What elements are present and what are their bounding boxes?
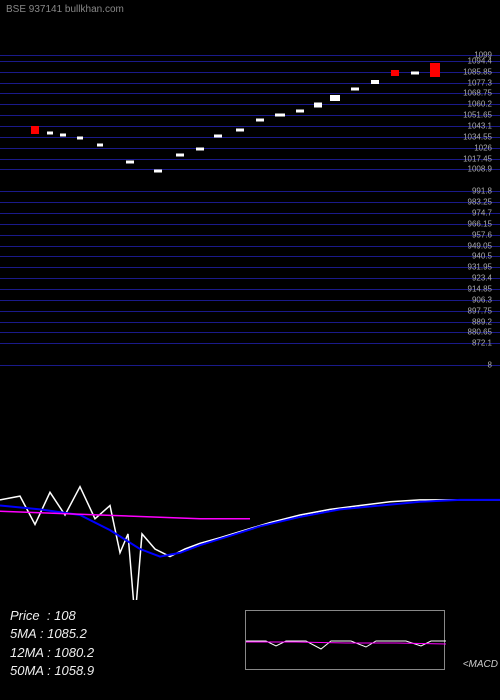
candle	[154, 169, 162, 172]
candle	[391, 70, 399, 76]
grid-label: 880.65	[468, 328, 492, 337]
grid-line	[0, 278, 500, 279]
grid-line	[0, 191, 500, 192]
candle	[176, 154, 184, 157]
candle	[97, 144, 103, 147]
candle	[351, 88, 359, 91]
stats-row: Price : 108	[10, 607, 94, 625]
grid-label: 8	[488, 361, 492, 370]
grid-line	[0, 93, 500, 94]
grid-line	[0, 365, 500, 366]
stats-row: 50MA : 1058.9	[10, 662, 94, 680]
grid-line	[0, 332, 500, 333]
candle	[256, 118, 264, 121]
candle	[236, 128, 244, 131]
candle	[31, 126, 39, 134]
grid-label: 991.8	[472, 187, 492, 196]
grid-label: 889.2	[472, 317, 492, 326]
macd-inset	[245, 610, 445, 670]
candle	[411, 71, 419, 74]
macd-svg	[246, 611, 446, 671]
candle	[47, 131, 53, 134]
grid-label: 1051.65	[463, 111, 492, 120]
candle	[126, 160, 134, 163]
grid-line	[0, 72, 500, 73]
candle	[77, 136, 83, 139]
candle	[296, 109, 304, 112]
grid-label: 1017.45	[463, 154, 492, 163]
grid-label: 949.05	[468, 241, 492, 250]
grid-line	[0, 343, 500, 344]
grid-label: 1060.2	[468, 100, 492, 109]
grid-line	[0, 213, 500, 214]
grid-label: 872.1	[472, 339, 492, 348]
grid-line	[0, 300, 500, 301]
chart-header: BSE 937141 bullkhan.com	[6, 4, 124, 15]
stats-row: 12MA : 1080.2	[10, 644, 94, 662]
grid-line	[0, 148, 500, 149]
grid-label: 914.85	[468, 284, 492, 293]
grid-line	[0, 115, 500, 116]
grid-line	[0, 235, 500, 236]
grid-label: 1068.75	[463, 89, 492, 98]
grid-label: 1085.85	[463, 67, 492, 76]
grid-label: 1077.3	[468, 78, 492, 87]
grid-label: 1094.4	[468, 56, 492, 65]
grid-line	[0, 61, 500, 62]
stats-row: 5MA : 1085.2	[10, 625, 94, 643]
grid-label: 906.3	[472, 295, 492, 304]
candle	[314, 102, 322, 107]
grid-line	[0, 137, 500, 138]
grid-label: 931.95	[468, 263, 492, 272]
grid-line	[0, 159, 500, 160]
grid-label: 974.7	[472, 208, 492, 217]
grid-line	[0, 289, 500, 290]
grid-line	[0, 202, 500, 203]
grid-line	[0, 256, 500, 257]
candle	[60, 134, 66, 137]
price-chart: 10991094.41085.851077.31068.751060.21051…	[0, 55, 500, 365]
grid-label: 1034.55	[463, 132, 492, 141]
grid-label: 957.6	[472, 230, 492, 239]
grid-line	[0, 224, 500, 225]
grid-label: 966.15	[468, 219, 492, 228]
ma-lines-svg	[0, 430, 500, 600]
grid-line	[0, 169, 500, 170]
candle	[430, 63, 440, 77]
grid-line	[0, 83, 500, 84]
grid-label: 897.75	[468, 306, 492, 315]
grid-line	[0, 267, 500, 268]
grid-line	[0, 246, 500, 247]
grid-line	[0, 104, 500, 105]
candle	[214, 135, 222, 138]
grid-line	[0, 126, 500, 127]
candle	[371, 80, 379, 84]
macd-label: <MACD	[463, 659, 498, 670]
candle	[330, 95, 340, 101]
grid-label: 923.4	[472, 274, 492, 283]
grid-line	[0, 311, 500, 312]
grid-label: 1008.9	[468, 165, 492, 174]
candle	[196, 148, 204, 151]
grid-line	[0, 55, 500, 56]
white-line	[0, 487, 500, 600]
grid-label: 1026	[474, 143, 492, 152]
stats-panel: Price : 1085MA : 1085.212MA : 1080.250MA…	[10, 607, 94, 680]
grid-label: 983.25	[468, 198, 492, 207]
macd-line	[246, 642, 446, 644]
grid-line	[0, 322, 500, 323]
moving-average-chart	[0, 430, 500, 600]
grid-label: 940.5	[472, 252, 492, 261]
grid-label: 1043.1	[468, 122, 492, 131]
candle	[275, 113, 285, 116]
